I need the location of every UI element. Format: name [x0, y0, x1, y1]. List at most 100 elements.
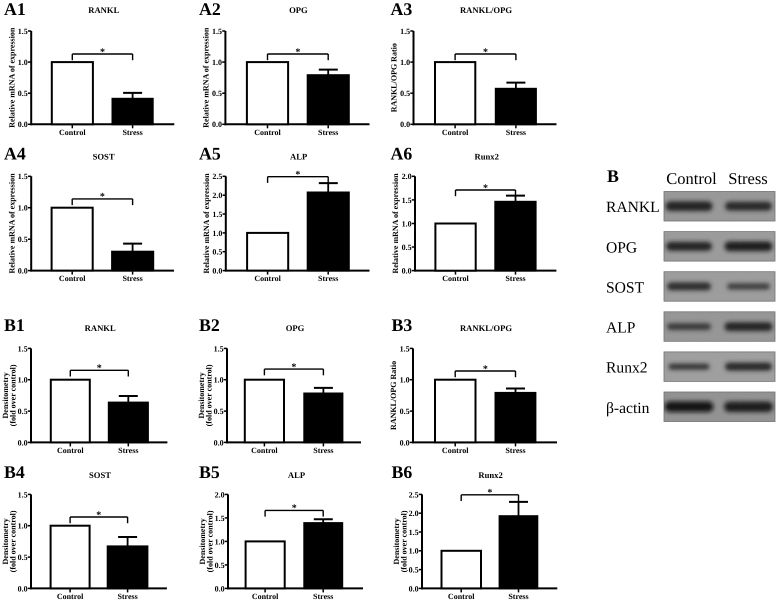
- svg-text:Relative mRNA of expression: Relative mRNA of expression: [391, 173, 400, 274]
- svg-text:Relative mRNA of expression: Relative mRNA of expression: [7, 27, 16, 128]
- svg-text:B: B: [607, 166, 619, 186]
- svg-text:Stress: Stress: [118, 446, 138, 455]
- svg-text:Stress: Stress: [505, 446, 525, 455]
- svg-text:ALP: ALP: [288, 470, 305, 480]
- svg-text:0.0: 0.0: [18, 120, 28, 129]
- svg-text:1.5: 1.5: [18, 490, 28, 499]
- svg-text:RANKL: RANKL: [88, 5, 119, 15]
- svg-text:Stress: Stress: [318, 128, 338, 137]
- svg-text:*: *: [487, 488, 492, 499]
- svg-text:Stress: Stress: [313, 446, 333, 455]
- svg-text:Runx2: Runx2: [606, 360, 648, 377]
- svg-text:B1: B1: [4, 315, 25, 335]
- svg-text:RANKL/OPG Ratio: RANKL/OPG Ratio: [389, 361, 398, 430]
- svg-text:*: *: [295, 47, 300, 58]
- svg-text:OPG: OPG: [606, 239, 637, 256]
- svg-text:Stress: Stress: [122, 128, 142, 137]
- svg-text:B2: B2: [199, 315, 220, 335]
- svg-text:Relative mRNA of expression: Relative mRNA of expression: [202, 27, 211, 128]
- svg-text:Stress: Stress: [313, 592, 333, 600]
- svg-text:1.5: 1.5: [18, 344, 28, 353]
- svg-text:(fold over control): (fold over control): [399, 510, 408, 572]
- svg-text:ALP: ALP: [606, 320, 636, 337]
- svg-text:0.5: 0.5: [18, 407, 28, 416]
- svg-text:2.0: 2.0: [402, 172, 412, 181]
- svg-text:Densitometry: Densitometry: [197, 372, 206, 418]
- svg-text:A1: A1: [4, 0, 26, 19]
- svg-text:Runx2: Runx2: [478, 470, 502, 480]
- svg-text:A3: A3: [391, 0, 413, 19]
- svg-text:1.5: 1.5: [214, 344, 224, 353]
- svg-text:1.0: 1.0: [212, 58, 222, 67]
- svg-text:0.0: 0.0: [409, 584, 419, 593]
- svg-text:OPG: OPG: [289, 5, 308, 15]
- svg-text:1.5: 1.5: [18, 172, 28, 181]
- svg-text:Control: Control: [254, 128, 281, 137]
- svg-text:0.5: 0.5: [214, 407, 224, 416]
- svg-text:*: *: [292, 503, 297, 514]
- svg-text:*: *: [100, 192, 105, 203]
- svg-text:*: *: [483, 364, 488, 375]
- svg-text:RANKL: RANKL: [85, 323, 116, 333]
- svg-text:0.5: 0.5: [400, 407, 410, 416]
- svg-text:Stress: Stress: [122, 274, 142, 283]
- svg-text:Relative mRNA of expression: Relative mRNA of expression: [202, 173, 211, 274]
- svg-text:Stress: Stress: [505, 274, 525, 283]
- svg-text:0.5: 0.5: [18, 235, 28, 244]
- svg-text:Stress: Stress: [728, 169, 767, 188]
- svg-text:1.0: 1.0: [18, 204, 28, 213]
- svg-text:0.5: 0.5: [18, 553, 28, 562]
- svg-text:1.0: 1.0: [18, 522, 28, 531]
- svg-text:B3: B3: [392, 315, 413, 335]
- svg-text:Control: Control: [57, 446, 84, 455]
- svg-text:1.0: 1.0: [400, 58, 410, 67]
- svg-text:A4: A4: [4, 144, 26, 164]
- svg-text:1.5: 1.5: [402, 196, 412, 205]
- svg-text:*: *: [96, 510, 101, 521]
- svg-text:0.0: 0.0: [18, 438, 28, 447]
- svg-text:Densitometry: Densitometry: [198, 518, 207, 564]
- svg-text:2.0: 2.0: [215, 490, 225, 499]
- svg-text:*: *: [100, 47, 105, 58]
- svg-text:RANKL: RANKL: [606, 199, 660, 216]
- svg-text:Control: Control: [59, 274, 86, 283]
- svg-text:1.0: 1.0: [18, 376, 28, 385]
- svg-text:0.5: 0.5: [212, 248, 222, 257]
- svg-text:0.5: 0.5: [212, 89, 222, 98]
- svg-text:B6: B6: [392, 462, 413, 482]
- svg-text:0.0: 0.0: [400, 120, 410, 129]
- svg-text:Stress: Stress: [508, 592, 528, 600]
- svg-text:Runx2: Runx2: [475, 152, 499, 162]
- svg-text:SOST: SOST: [93, 152, 115, 162]
- svg-text:1.0: 1.0: [18, 58, 28, 67]
- svg-text:Control: Control: [448, 592, 475, 600]
- svg-text:(fold over control): (fold over control): [8, 510, 17, 572]
- svg-text:*: *: [291, 362, 296, 373]
- svg-text:0.0: 0.0: [18, 267, 28, 276]
- svg-text:(fold over control): (fold over control): [8, 364, 17, 426]
- svg-text:0.0: 0.0: [215, 584, 225, 593]
- svg-text:1.0: 1.0: [212, 229, 222, 238]
- svg-text:Stress: Stress: [318, 274, 338, 283]
- svg-text:0.5: 0.5: [215, 561, 225, 570]
- svg-text:RANKL/OPG: RANKL/OPG: [460, 5, 512, 15]
- svg-text:0.0: 0.0: [214, 438, 224, 447]
- svg-text:SOST: SOST: [89, 470, 111, 480]
- svg-text:1.0: 1.0: [214, 376, 224, 385]
- svg-text:*: *: [483, 183, 488, 194]
- svg-text:Control: Control: [442, 446, 469, 455]
- svg-text:0.5: 0.5: [400, 89, 410, 98]
- svg-text:RANKL/OPG Ratio: RANKL/OPG Ratio: [390, 43, 399, 112]
- svg-text:1.0: 1.0: [215, 537, 225, 546]
- svg-text:Control: Control: [666, 169, 717, 188]
- svg-text:ALP: ALP: [290, 152, 307, 162]
- svg-text:1.5: 1.5: [212, 210, 222, 219]
- svg-text:0.0: 0.0: [212, 120, 222, 129]
- svg-text:Densitometry: Densitometry: [1, 518, 10, 564]
- svg-text:1.0: 1.0: [402, 219, 412, 228]
- svg-text:0.0: 0.0: [18, 584, 28, 593]
- svg-text:1.5: 1.5: [400, 344, 410, 353]
- svg-text:1.0: 1.0: [400, 376, 410, 385]
- svg-text:Control: Control: [254, 274, 281, 283]
- svg-text:(fold over control): (fold over control): [204, 364, 213, 426]
